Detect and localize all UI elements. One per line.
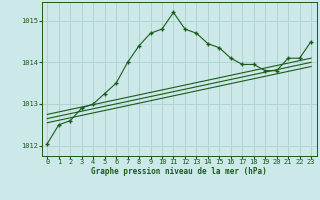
X-axis label: Graphe pression niveau de la mer (hPa): Graphe pression niveau de la mer (hPa) (91, 167, 267, 176)
